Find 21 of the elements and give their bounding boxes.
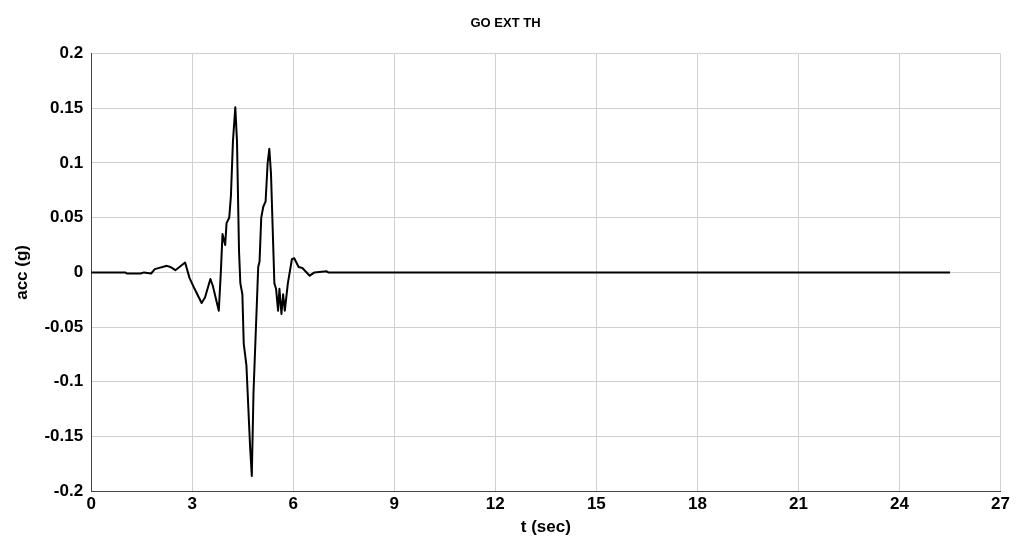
y-tick-label: -0.15 [44, 426, 84, 446]
y-tick-label: 0.1 [59, 152, 84, 172]
x-tick-label: 27 [991, 494, 1011, 514]
x-axis-title: t (sec) [520, 517, 571, 537]
y-axis-title: acc (g) [11, 245, 31, 300]
x-tick-label: 9 [389, 494, 400, 514]
y-tick-label: -0.1 [53, 371, 84, 391]
x-tick-label: 6 [288, 494, 298, 514]
x-tick-label: 15 [586, 494, 606, 514]
chart-title: GO EXT TH [470, 15, 541, 31]
x-tick-label: 24 [890, 494, 910, 514]
y-tick-label: 0.15 [50, 97, 84, 117]
y-tick-label: 0.05 [50, 207, 84, 227]
y-tick-label: -0.05 [44, 316, 84, 336]
x-tick-label: 21 [789, 494, 808, 514]
x-tick-label: 3 [187, 494, 197, 514]
y-tick-label: 0 [73, 262, 84, 282]
x-tick-label: 12 [485, 494, 505, 514]
y-tick-label: 0.2 [59, 43, 84, 63]
x-tick-label: 18 [687, 494, 707, 514]
y-tick-label: -0.2 [53, 480, 84, 500]
